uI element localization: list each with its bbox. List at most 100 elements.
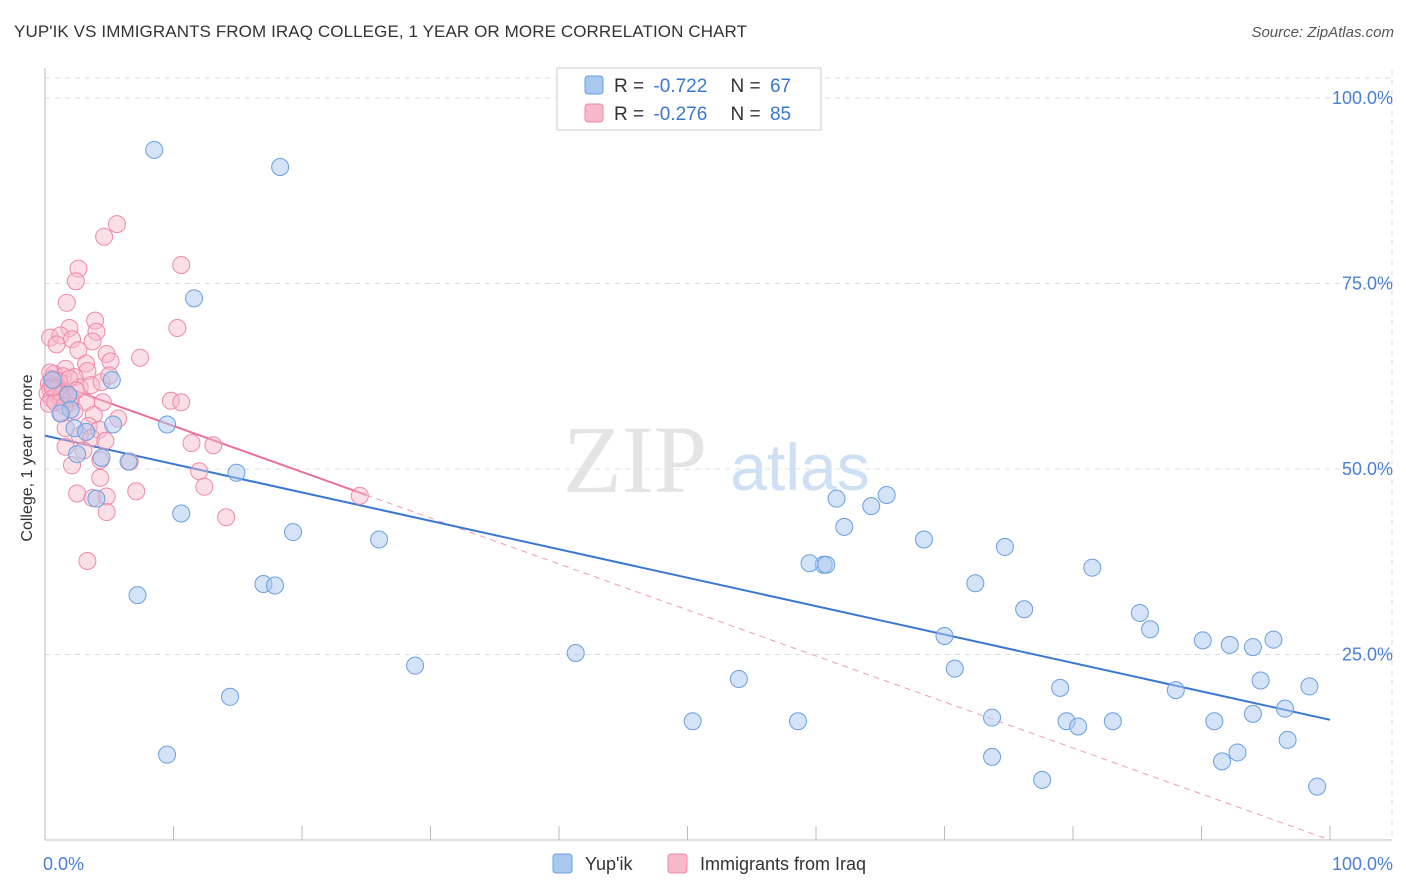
watermark-zip: ZIP — [563, 406, 707, 513]
yupik-point — [406, 656, 425, 675]
yupik-point — [227, 463, 246, 482]
yupik-point — [1015, 600, 1034, 619]
yupik-point — [1141, 620, 1160, 639]
yupik-point — [945, 659, 964, 678]
iraq-point — [60, 319, 79, 338]
iraq-point — [168, 319, 187, 338]
legend-n-value-yupik: 67 — [770, 76, 791, 97]
bottom-legend-swatch-yupik — [552, 853, 573, 874]
yupik-point — [158, 415, 177, 434]
iraq-point — [172, 393, 191, 412]
legend-r-label-yupik: R = — [614, 76, 644, 97]
yupik-point — [862, 497, 881, 516]
iraq-point — [182, 434, 201, 453]
iraq-point — [96, 431, 115, 450]
yupik-point — [1033, 770, 1052, 789]
yupik-point — [983, 708, 1002, 727]
iraq-point — [66, 272, 85, 291]
yupik-point — [1243, 638, 1262, 657]
yupik-point — [566, 644, 585, 663]
iraq-point — [77, 354, 96, 373]
yupik-point — [817, 555, 836, 574]
yupik-point — [185, 289, 204, 308]
iraq-point — [97, 503, 116, 522]
yupik-point — [145, 140, 164, 159]
axes — [44, 68, 1392, 841]
iraq-point — [131, 348, 150, 367]
yupik-point — [1083, 558, 1102, 577]
bottom-legend-swatch-iraq — [667, 853, 688, 874]
bottom-legend-label-yupik: Yup'ik — [585, 854, 633, 874]
iraq-point — [217, 508, 236, 527]
yupik-point — [800, 554, 819, 573]
yupik-point — [271, 158, 290, 177]
trend-yupik — [44, 434, 1331, 721]
yupik-point — [1228, 743, 1247, 762]
yupik-point — [835, 517, 854, 536]
iraq-point — [68, 484, 87, 503]
yupik-point — [43, 370, 62, 389]
iraq-point — [127, 482, 146, 501]
series-yupik-points — [43, 140, 1327, 796]
yupik-point — [983, 747, 1002, 766]
gridlines — [45, 70, 1393, 840]
trend-iraq-dashed — [44, 379, 1331, 841]
yupik-point — [877, 485, 896, 504]
yupik-point — [59, 385, 78, 404]
x-tick-label: 100.0% — [1332, 854, 1393, 874]
yupik-point — [827, 489, 846, 508]
yupik-point — [1264, 630, 1283, 649]
series-iraq-points — [38, 215, 369, 571]
trend-iraq — [44, 379, 367, 496]
iraq-point — [204, 436, 223, 455]
legend-swatch-yupik — [584, 75, 604, 95]
yupik-point — [370, 530, 389, 549]
yupik-point — [729, 669, 748, 688]
yupik-point — [1220, 635, 1239, 654]
yupik-point — [966, 574, 985, 593]
iraq-point — [47, 335, 66, 354]
tick-labels: 25.0% 50.0% 75.0% 100.0% 0.0% 100.0% — [43, 88, 1393, 874]
yupik-point — [935, 626, 954, 645]
yupik-point — [172, 504, 191, 523]
yupik-point — [995, 537, 1014, 556]
yupik-point — [683, 712, 702, 731]
source-label: Source: ZipAtlas.com — [1251, 24, 1394, 41]
y-tick-label: 25.0% — [1342, 645, 1393, 665]
iraq-point — [93, 393, 112, 412]
yupik-point — [914, 530, 933, 549]
legend-r-label-iraq: R = — [614, 104, 644, 125]
series-legend: Yup'ik Immigrants from Iraq — [552, 853, 866, 874]
watermark-atlas: atlas — [730, 430, 869, 504]
watermark: ZIP atlas — [563, 406, 870, 513]
iraq-point — [195, 477, 214, 496]
iraq-point — [69, 341, 88, 360]
x-tick-label: 0.0% — [43, 854, 84, 874]
yupik-point — [1130, 603, 1149, 622]
yupik-point — [102, 370, 121, 389]
iraq-point — [78, 552, 97, 571]
svg-text:R = -0.722 N =: R = -0.722 N = 67 — [614, 76, 791, 97]
iraq-point — [83, 332, 102, 351]
y-tick-label: 50.0% — [1342, 459, 1393, 479]
y-axis-label: College, 1 year or more — [19, 374, 36, 541]
legend-n-label-yupik: N = — [731, 76, 761, 97]
y-tick-label: 75.0% — [1342, 274, 1393, 294]
yupik-point — [1103, 712, 1122, 731]
yupik-point — [87, 489, 106, 508]
yupik-point — [1276, 699, 1295, 718]
yupik-point — [119, 452, 138, 471]
yupik-point — [266, 576, 285, 595]
yupik-point — [68, 445, 87, 464]
iraq-point — [91, 468, 110, 487]
legend-n-label-iraq: N = — [731, 104, 761, 125]
bottom-legend-label-iraq: Immigrants from Iraq — [700, 854, 866, 874]
legend-swatch-iraq — [584, 103, 604, 123]
yupik-point — [51, 404, 70, 423]
iraq-point — [87, 322, 106, 341]
stats-legend: R = -0.722 N = 67 R = -0.276 N = 85 — [556, 67, 822, 131]
chart-title: YUP'IK VS IMMIGRANTS FROM IRAQ COLLEGE, … — [14, 22, 748, 41]
iraq-point — [57, 293, 76, 312]
yupik-point — [1166, 681, 1185, 700]
